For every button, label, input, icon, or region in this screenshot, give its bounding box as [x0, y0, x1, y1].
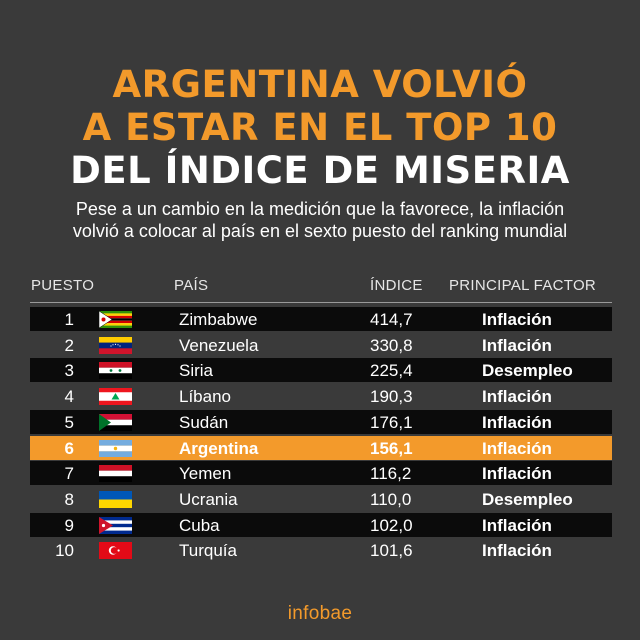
country-cell: Argentina	[179, 438, 259, 458]
index-cell: 116,2	[370, 464, 412, 484]
table-row: 9 Cuba 102,0 Inflación	[30, 512, 612, 537]
header-divider	[30, 302, 612, 303]
factor-cell: Inflación	[482, 310, 552, 329]
rank-cell: 9	[64, 515, 74, 535]
factor-cell: Inflación	[482, 541, 552, 561]
index-cell: 101,6	[370, 541, 413, 561]
factor-cell: Inflación	[482, 515, 552, 535]
table-row: 2 Venezuela 330,8 Inflación	[30, 333, 612, 357]
rank-cell: 7	[64, 464, 74, 484]
subtitle: Pese a un cambio en la medición que la f…	[0, 198, 640, 242]
lebanon-flag-icon	[99, 388, 132, 406]
column-header-puesto: PUESTO	[31, 277, 95, 294]
rank-cell: 4	[64, 387, 74, 407]
country-cell: Yemen	[179, 464, 232, 484]
zimbabwe-flag-icon	[99, 311, 132, 328]
yemen-flag-icon	[99, 465, 132, 483]
title-line-2: A ESTAR EN EL TOP 10	[82, 106, 558, 149]
index-cell: 176,1	[370, 412, 413, 432]
factor-cell: Inflación	[482, 335, 552, 355]
table-row: 5 Sudán 176,1 Inflación	[30, 409, 612, 434]
cuba-flag-icon	[99, 516, 132, 534]
index-cell: 102,0	[370, 515, 413, 535]
sudan-flag-icon	[99, 413, 132, 431]
country-cell: Sudán	[179, 412, 229, 432]
argentina-flag-icon	[99, 439, 132, 457]
country-cell: Zimbabwe	[179, 310, 258, 329]
column-header-factor: PRINCIPAL FACTOR	[449, 277, 597, 294]
table-row: 10 Turquía 101,6 Inflación	[30, 538, 612, 562]
rank-cell: 3	[64, 361, 74, 381]
factor-cell: Inflación	[482, 464, 552, 484]
rank-cell: 1	[64, 310, 74, 329]
table-row: 3 Siria 225,4 Desempleo	[30, 358, 612, 383]
country-cell: Cuba	[179, 515, 220, 535]
syria-flag-icon	[99, 362, 132, 380]
index-cell: 156,1	[370, 438, 413, 458]
factor-cell: Inflación	[482, 412, 552, 432]
brand-logo: infobae	[287, 603, 353, 624]
country-cell: Turquía	[179, 541, 237, 561]
table-row: 4 Líbano 190,3 Inflación	[30, 384, 612, 408]
ukraine-flag-icon	[99, 490, 132, 508]
title-line-1: ARGENTINA VOLVIÓ	[112, 63, 528, 106]
title-line-3: DEL ÍNDICE DE MISERIA	[70, 149, 570, 192]
subtitle-line-1: Pese a un cambio en la medición que la f…	[75, 199, 565, 219]
table-row: 7 Yemen 116,2 Inflación	[30, 461, 612, 486]
factor-cell: Desempleo	[482, 489, 573, 509]
index-cell: 225,4	[370, 361, 413, 381]
factor-cell: Inflación	[482, 438, 552, 458]
rank-cell: 10	[55, 541, 74, 561]
factor-cell: Inflación	[482, 387, 552, 407]
factor-cell: Desempleo	[482, 361, 573, 381]
country-cell: Ucrania	[179, 489, 238, 509]
rank-cell: 2	[64, 335, 74, 355]
rank-cell: 5	[64, 412, 74, 432]
rank-cell: 8	[64, 489, 74, 509]
index-cell: 190,3	[370, 387, 413, 407]
country-cell: Venezuela	[179, 335, 259, 355]
subtitle-line-2: volvió a colocar al país en el sexto pue…	[72, 221, 568, 241]
column-header-indice: ÍNDICE	[370, 277, 423, 294]
country-cell: Siria	[179, 361, 214, 381]
index-cell: 330,8	[370, 335, 413, 355]
table-row: 8 Ucrania 110,0 Desempleo	[30, 487, 612, 511]
column-header-pais: PAÍS	[174, 277, 209, 294]
turkey-flag-icon	[99, 542, 132, 560]
index-cell: 110,0	[370, 489, 412, 509]
index-cell: 414,7	[370, 310, 413, 329]
venezuela-flag-icon	[99, 336, 132, 354]
country-cell: Líbano	[179, 387, 231, 407]
table-row: 6 Argentina 156,1 Inflación	[30, 435, 612, 460]
rank-cell: 6	[64, 438, 74, 458]
table-row: 1 Zimbabwe 414,7 Inflación	[30, 307, 612, 331]
